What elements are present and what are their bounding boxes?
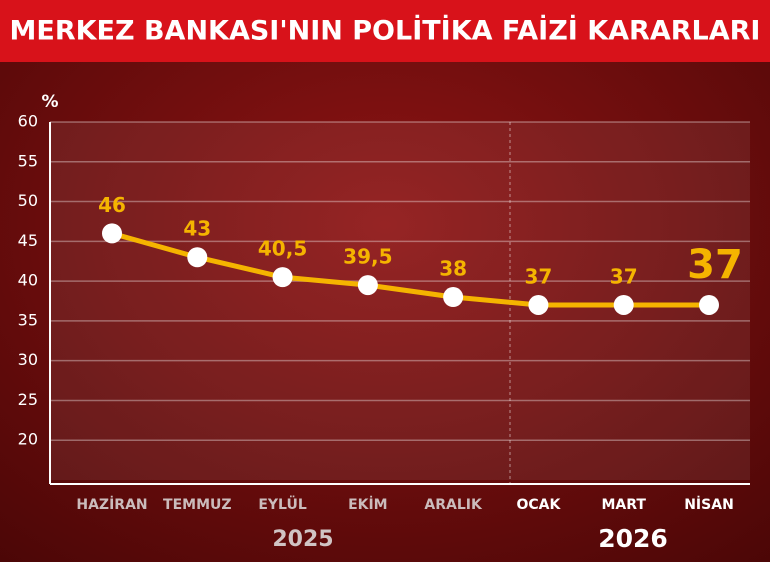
point — [699, 294, 719, 315]
y-tick-label: 45 — [18, 231, 38, 250]
year-label: 2025 — [272, 527, 333, 552]
value-label: 46 — [98, 193, 126, 217]
value-label: 37 — [687, 242, 743, 288]
chart-title: MERKEZ BANKASI'NIN POLİTİKA FAİZİ KARARL… — [10, 15, 761, 47]
title-bar — [0, 0, 770, 62]
point — [613, 294, 634, 315]
point — [272, 267, 293, 288]
value-label: 38 — [439, 257, 467, 281]
x-tick-label: HAZİRAN — [76, 496, 147, 513]
x-tick-label: OCAK — [516, 497, 561, 513]
y-tick-label: 55 — [18, 151, 38, 170]
x-tick-label: NİSAN — [684, 496, 734, 513]
y-tick-label: 40 — [18, 271, 38, 290]
x-tick-label: MART — [601, 497, 646, 513]
y-tick-label: 60 — [18, 112, 38, 131]
y-tick-label: 25 — [18, 390, 38, 409]
plot-area — [50, 122, 750, 480]
line — [111, 230, 709, 308]
y-tick-label: 50 — [18, 191, 38, 210]
value-label: 37 — [610, 264, 638, 288]
value-label: 43 — [183, 217, 211, 241]
x-tick-label: EYLÜL — [258, 495, 306, 513]
x-tick-label: EKİM — [348, 496, 388, 513]
year-label: 2026 — [598, 524, 668, 553]
y-axis-unit: % — [41, 92, 58, 112]
point — [102, 223, 122, 244]
y-tick-label: 30 — [18, 350, 38, 369]
point — [187, 247, 208, 268]
value-label: 40,5 — [258, 237, 307, 261]
y-tick-label: 20 — [18, 430, 38, 449]
point — [443, 287, 464, 308]
x-tick-label: ARALIK — [424, 497, 483, 513]
x-tick-label: TEMMUZ — [163, 497, 232, 513]
point — [357, 275, 378, 296]
value-label: 37 — [525, 264, 553, 288]
y-tick-label: 35 — [18, 310, 38, 329]
point — [528, 294, 549, 315]
value-label: 39,5 — [343, 245, 392, 269]
